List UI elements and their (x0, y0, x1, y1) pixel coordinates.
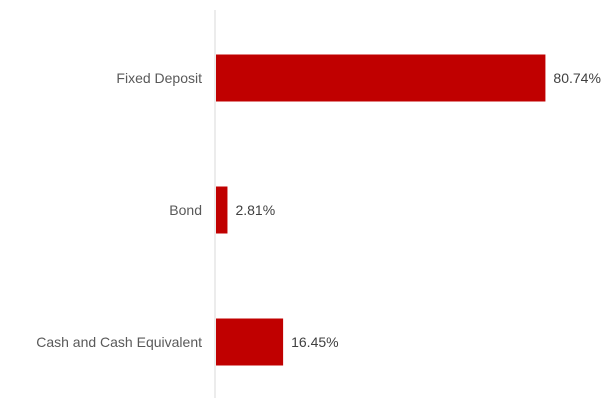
bar-fixed-deposit (216, 54, 546, 102)
value-labels-group: 80.74% 2.81% 16.45% (235, 70, 600, 350)
value-label: 80.74% (553, 70, 600, 86)
bar-cash-and-cash-equivalent (216, 318, 284, 366)
bars-group (216, 54, 546, 366)
category-label: Cash and Cash Equivalent (36, 334, 202, 350)
category-label: Fixed Deposit (116, 70, 202, 86)
category-labels-group: Fixed Deposit Bond Cash and Cash Equivalen… (36, 70, 202, 350)
value-label: 2.81% (235, 202, 275, 218)
bar-bond (216, 186, 228, 234)
value-label: 16.45% (291, 334, 338, 350)
category-label: Bond (169, 202, 202, 218)
